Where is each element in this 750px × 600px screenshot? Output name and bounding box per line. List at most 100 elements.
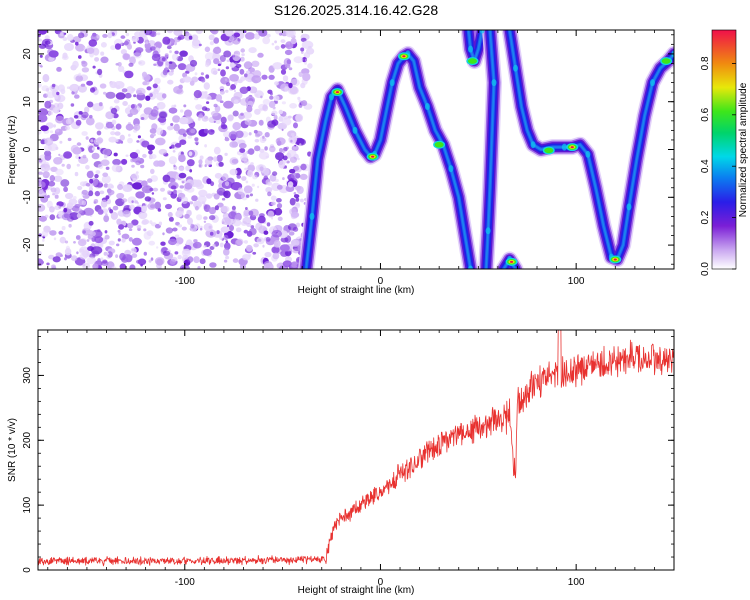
noise-speck — [290, 139, 293, 143]
noise-speck — [258, 30, 268, 37]
noise-speck — [254, 138, 260, 143]
heatmap-xtick-label: 100 — [568, 276, 585, 287]
noise-speck — [202, 248, 212, 256]
noise-speck — [114, 43, 122, 50]
noise-speck — [74, 171, 79, 177]
noise-speck — [278, 109, 283, 115]
noise-speck — [178, 154, 186, 163]
noise-speck — [302, 72, 311, 82]
noise-speck — [41, 85, 49, 92]
heatmap-ytick-label: 20 — [22, 48, 33, 60]
noise-speck — [149, 134, 155, 139]
noise-speck — [204, 46, 211, 53]
noise-speck — [273, 95, 280, 102]
noise-speck — [183, 104, 187, 108]
noise-speck — [271, 201, 276, 206]
hotspot-mid — [544, 147, 554, 154]
ridge-cyan-spot — [389, 79, 395, 87]
noise-speck — [246, 230, 253, 237]
noise-speck — [112, 205, 119, 211]
noise-speck — [144, 79, 150, 86]
noise-speck — [292, 135, 295, 139]
noise-speck — [91, 237, 96, 242]
noise-speck — [135, 191, 145, 199]
noise-speck — [221, 217, 231, 226]
noise-speck — [248, 132, 252, 136]
heatmap-xlabel: Height of straight line (km) — [298, 285, 415, 296]
noise-speck — [209, 231, 214, 236]
noise-speck — [168, 107, 178, 114]
noise-speck — [117, 238, 121, 242]
hotspot-mid — [661, 58, 671, 64]
noise-speck — [100, 257, 104, 261]
noise-speck — [190, 223, 195, 229]
noise-speck — [148, 112, 158, 121]
noise-speck — [242, 217, 252, 225]
noise-speck — [248, 47, 257, 54]
noise-speck — [293, 165, 302, 173]
noise-speck — [85, 117, 95, 126]
noise-speck — [250, 162, 254, 166]
noise-speck — [290, 37, 297, 45]
noise-speck — [260, 95, 263, 99]
noise-speck — [120, 140, 124, 144]
noise-speck — [121, 158, 128, 165]
noise-speck — [42, 171, 50, 179]
noise-speck — [278, 148, 284, 153]
noise-speck — [100, 51, 105, 56]
noise-speck — [220, 69, 226, 77]
noise-speck — [210, 30, 219, 35]
noise-speck — [130, 247, 137, 254]
noise-speck — [209, 41, 214, 46]
noise-speck — [262, 104, 269, 112]
noise-speck — [81, 111, 89, 119]
noise-speck — [156, 101, 166, 110]
noise-speck — [236, 238, 244, 246]
noise-speck — [216, 187, 226, 196]
noise-speck — [209, 262, 217, 268]
noise-speck — [241, 53, 245, 57]
noise-speck — [137, 258, 147, 266]
noise-speck — [304, 61, 307, 65]
noise-speck — [164, 53, 169, 58]
noise-speck — [88, 190, 94, 197]
noise-speck — [94, 57, 100, 62]
noise-speck — [265, 186, 273, 193]
noise-speck — [44, 137, 54, 146]
noise-speck — [232, 219, 242, 227]
noise-speck — [219, 236, 223, 241]
noise-speck — [223, 234, 229, 241]
noise-speck — [189, 201, 194, 205]
noise-speck — [223, 248, 230, 256]
noise-speck — [56, 91, 60, 96]
noise-speck — [133, 41, 136, 44]
noise-speck — [217, 68, 221, 72]
noise-speck — [38, 258, 44, 266]
noise-speck — [85, 182, 91, 187]
noise-speck — [85, 165, 90, 170]
noise-speck — [203, 245, 207, 248]
noise-speck — [257, 185, 260, 189]
noise-speck — [51, 264, 56, 269]
noise-speck — [213, 120, 216, 124]
noise-speck — [38, 114, 48, 123]
noise-speck — [257, 215, 266, 224]
noise-speck — [264, 251, 272, 258]
heatmap-ytick-label: -10 — [22, 190, 33, 205]
noise-speck — [165, 227, 173, 234]
noise-speck — [118, 224, 125, 230]
noise-speck — [76, 163, 80, 167]
noise-speck — [147, 144, 155, 151]
noise-speck — [78, 32, 85, 39]
noise-speck — [173, 123, 180, 132]
noise-speck — [168, 71, 173, 76]
noise-speck — [140, 180, 148, 187]
noise-speck — [143, 251, 147, 256]
noise-speck — [97, 258, 101, 263]
noise-speck — [275, 152, 285, 161]
noise-speck — [232, 122, 241, 131]
noise-speck — [233, 32, 241, 38]
snr-line-layer — [38, 330, 674, 567]
noise-speck — [148, 150, 153, 155]
noise-speck — [225, 255, 230, 260]
